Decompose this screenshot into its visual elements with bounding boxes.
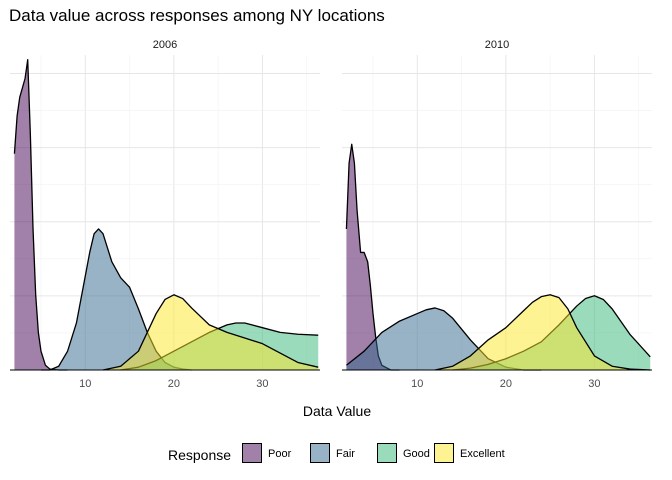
legend-label: Poor xyxy=(268,448,292,460)
x-tick-label: 30 xyxy=(588,378,600,390)
legend-label: Good xyxy=(403,448,430,460)
legend-item-good: Good xyxy=(377,443,430,463)
density-area-excellent xyxy=(435,294,651,370)
x-tick-label: 10 xyxy=(411,378,423,390)
x-axis-title: Data Value xyxy=(303,403,371,419)
legend-label: Fair xyxy=(336,448,355,460)
legend-title: Response xyxy=(168,447,231,463)
density-area-poor xyxy=(346,144,400,370)
legend-item-fair: Fair xyxy=(310,443,355,463)
x-tick-label: 20 xyxy=(500,378,512,390)
legend-swatch xyxy=(310,443,330,463)
legend-swatch xyxy=(377,443,397,463)
gridlines xyxy=(342,55,652,371)
panel-strip-label: 2010 xyxy=(485,39,509,51)
chart-title: Data value across responses among NY loc… xyxy=(9,6,385,25)
panel-strip-label: 2006 xyxy=(153,39,177,51)
legend-item-poor: Poor xyxy=(242,443,292,463)
x-tick-label: 20 xyxy=(168,378,180,390)
legend-item-excellent: Excellent xyxy=(434,443,505,463)
x-tick-label: 30 xyxy=(256,378,268,390)
gridlines xyxy=(10,55,320,371)
legend-swatch xyxy=(434,443,454,463)
legend-swatch xyxy=(242,443,262,463)
density-line-poor xyxy=(13,59,68,371)
legend-label: Excellent xyxy=(460,448,505,460)
density-area-fair xyxy=(346,307,542,370)
density-line-excellent xyxy=(434,294,651,371)
panel-2006: 2006 10 20 30 xyxy=(10,39,320,390)
density-area-poor xyxy=(14,59,68,370)
legend: Response Poor Fair Good Excellent xyxy=(168,443,505,463)
density-area-fair xyxy=(41,228,192,370)
density-line-excellent xyxy=(102,294,319,371)
x-tick-label: 10 xyxy=(79,378,91,390)
